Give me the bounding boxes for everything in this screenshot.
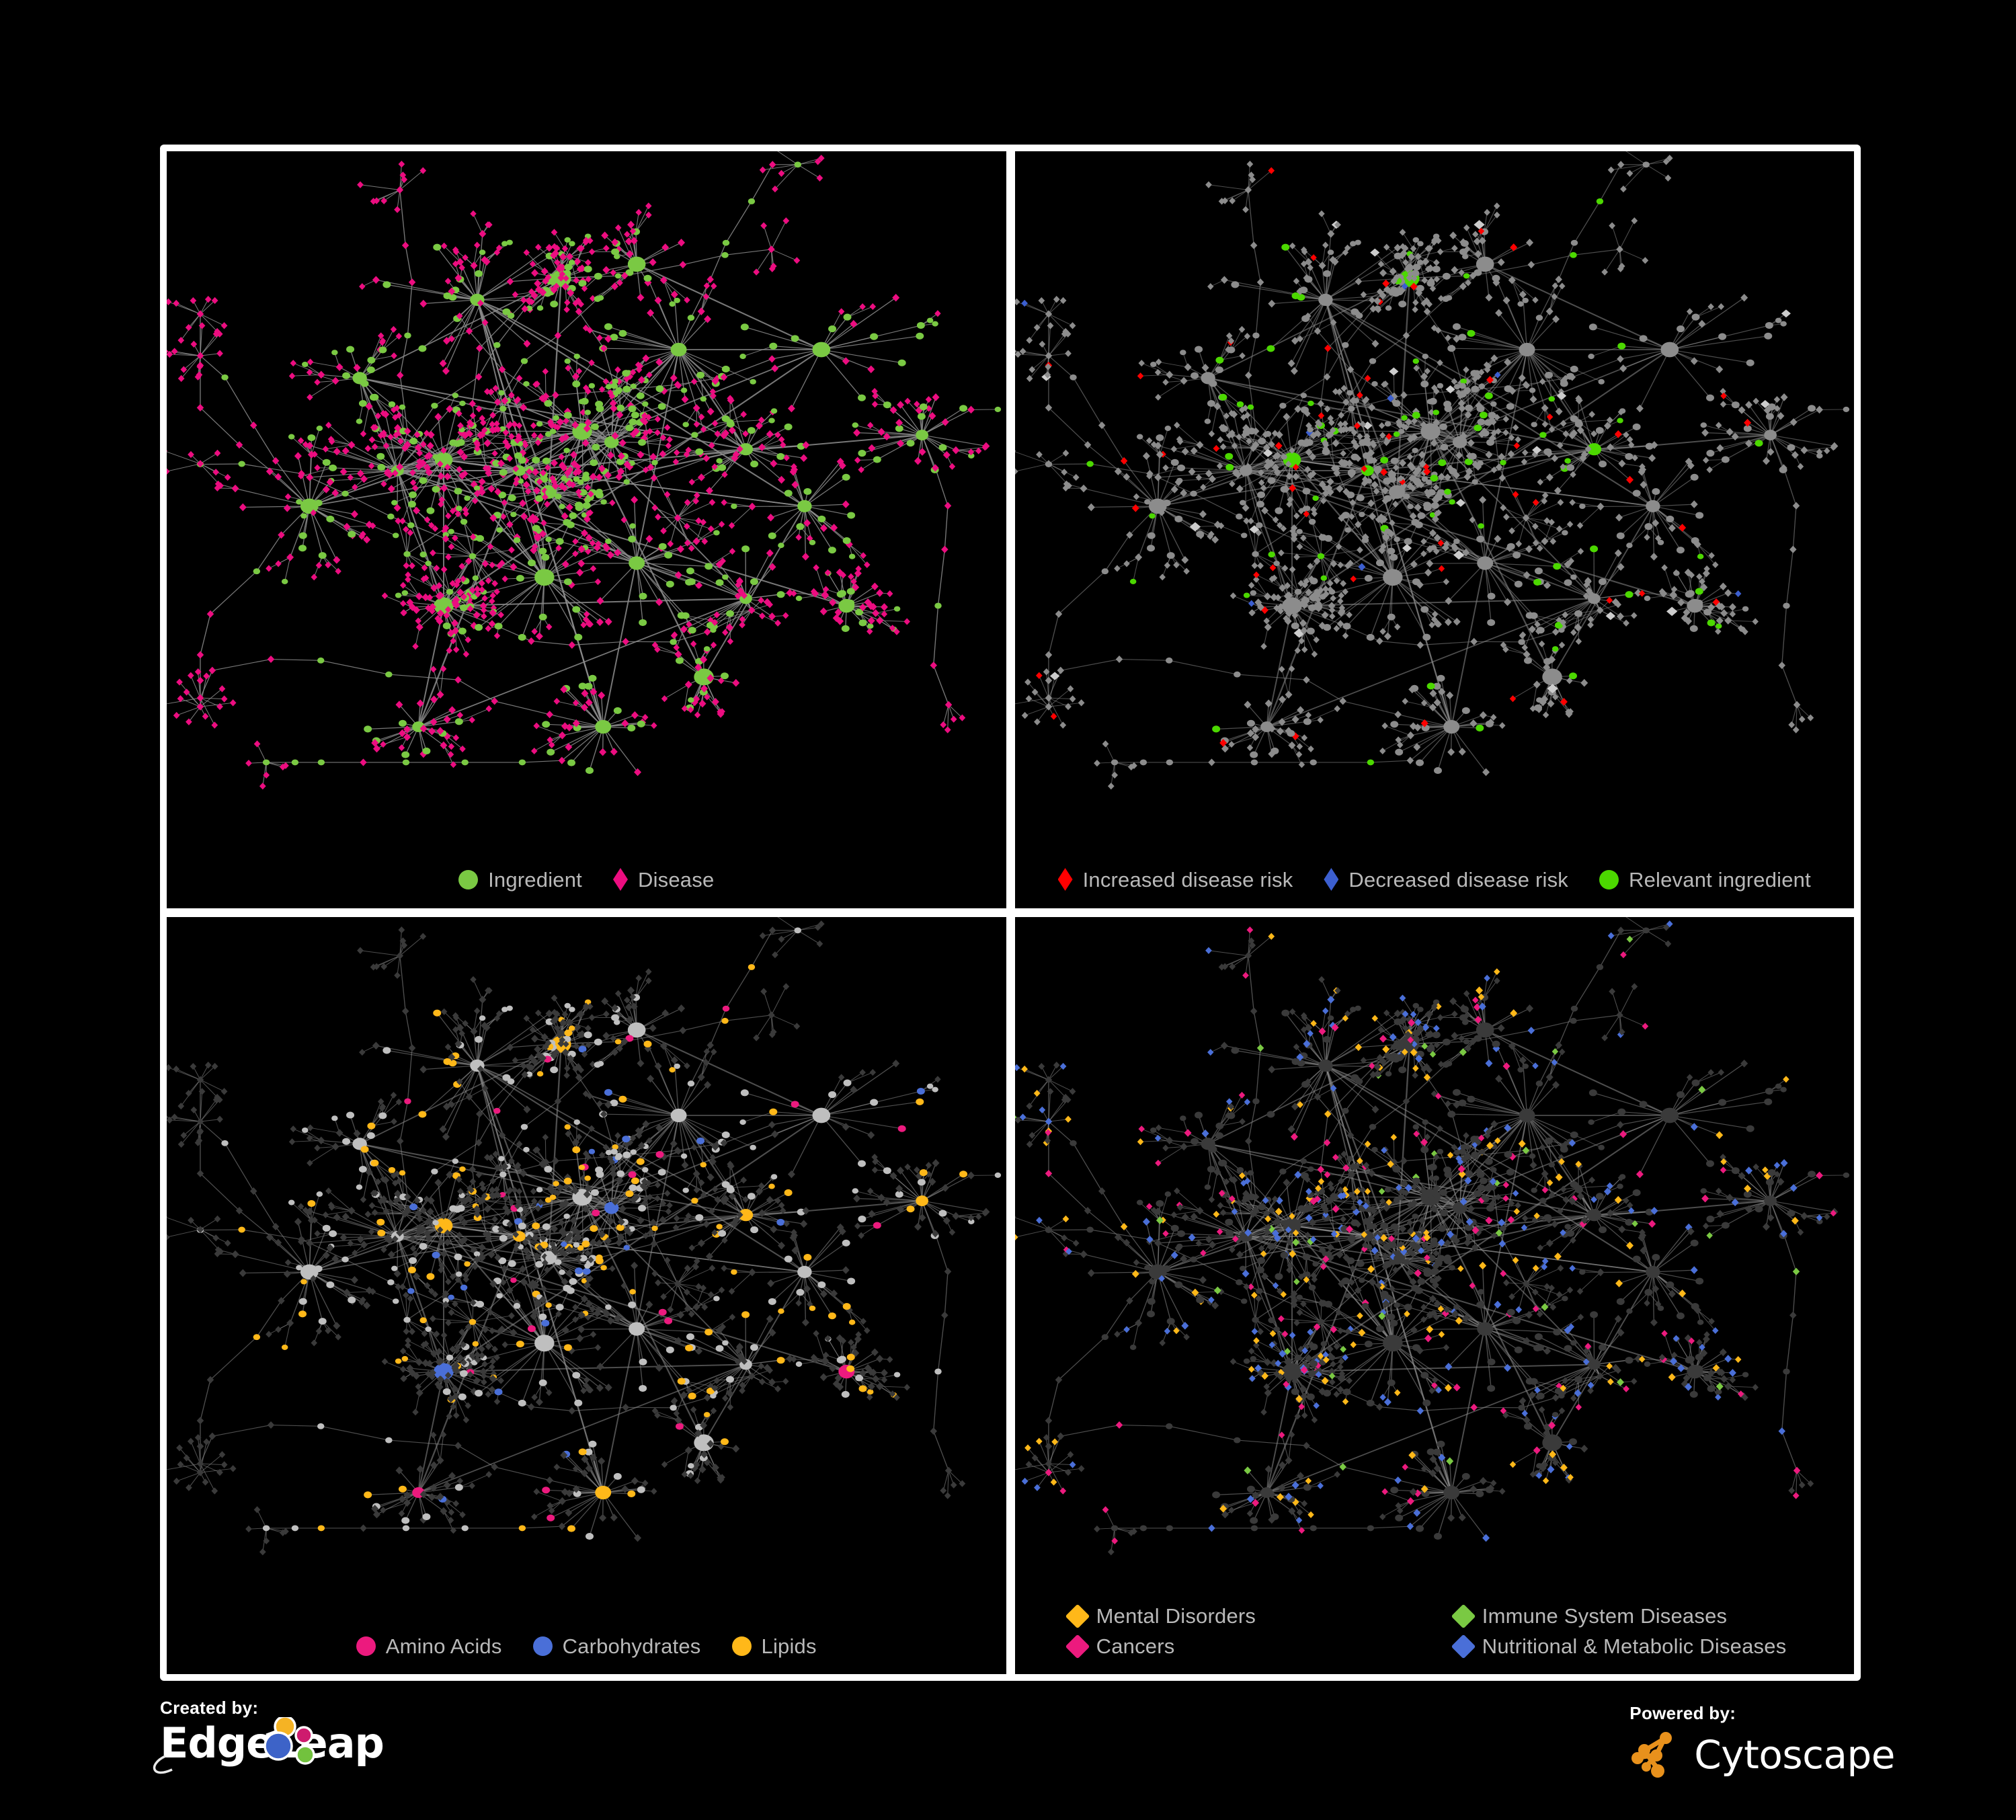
powered-by-block: Powered by: bbox=[1629, 1703, 1895, 1782]
legend-ingredient-disease: Ingredient Disease bbox=[167, 868, 1006, 891]
legend-label: Ingredient bbox=[488, 867, 582, 892]
network-graph-disease-risk[interactable] bbox=[1014, 151, 1855, 908]
magenta-diamond-icon bbox=[612, 868, 628, 891]
legend-label: Decreased disease risk bbox=[1348, 867, 1568, 892]
legend-item-disease[interactable]: Disease bbox=[612, 867, 715, 892]
legend-item-increased-risk[interactable]: Increased disease risk bbox=[1057, 867, 1293, 892]
edgeleap-logo[interactable]: EdgeLeap bbox=[153, 1717, 385, 1774]
legend-label: Mental Disorders bbox=[1096, 1604, 1256, 1628]
legend-item-amino-acids[interactable]: Amino Acids bbox=[356, 1636, 502, 1657]
legend-label: Relevant ingredient bbox=[1629, 867, 1811, 892]
panel-nutrient-class-network[interactable]: Amino Acids Carbohydrates Lipids bbox=[167, 917, 1006, 1674]
legend-item-immune-system-diseases[interactable]: Immune System Diseases bbox=[1451, 1604, 1800, 1628]
legend-item-ingredient[interactable]: Ingredient bbox=[458, 868, 582, 891]
pink-diamond-icon bbox=[1065, 1634, 1090, 1659]
legend-item-decreased-risk[interactable]: Decreased disease risk bbox=[1324, 868, 1568, 891]
legend-item-mental-disorders[interactable]: Mental Disorders bbox=[1065, 1604, 1414, 1628]
cytoscape-logo-mark bbox=[1631, 1732, 1672, 1778]
cytoscape-wordmark: Cytoscape bbox=[1694, 1732, 1895, 1778]
orange-circle-icon bbox=[731, 1636, 752, 1656]
legend-disease-category: Mental Disorders Immune System Diseases … bbox=[1015, 1604, 1855, 1659]
legend-item-lipids[interactable]: Lipids bbox=[731, 1634, 817, 1658]
legend-label: Immune System Diseases bbox=[1482, 1604, 1728, 1628]
powered-by-kicker: Powered by: bbox=[1629, 1703, 1736, 1723]
orange-diamond-icon bbox=[1065, 1604, 1090, 1628]
network-graph-nutrient-class[interactable] bbox=[167, 917, 1006, 1674]
legend-disease-risk: Increased disease risk Decreased disease… bbox=[1015, 868, 1855, 891]
legend-label: Lipids bbox=[761, 1634, 817, 1658]
legend-label: Increased disease risk bbox=[1082, 867, 1293, 892]
cytoscape-logo[interactable]: Cytoscape bbox=[1629, 1728, 1895, 1782]
blue-circle-icon bbox=[532, 1636, 553, 1656]
pink-circle-icon bbox=[356, 1636, 376, 1656]
created-by-kicker: Created by: bbox=[160, 1698, 259, 1718]
network-svg bbox=[1014, 917, 1849, 1556]
legend-item-relevant-ingredient[interactable]: Relevant ingredient bbox=[1599, 868, 1811, 891]
network-graph-disease-category[interactable] bbox=[1014, 917, 1855, 1674]
legend-label: Disease bbox=[637, 867, 715, 892]
legend-label: Cancers bbox=[1096, 1634, 1175, 1658]
green-circle-icon bbox=[1599, 869, 1619, 889]
blue-diamond-icon bbox=[1324, 868, 1339, 891]
edgeleap-logo-mark bbox=[153, 1717, 315, 1774]
network-svg bbox=[167, 917, 1002, 1556]
legend-item-carbohydrates[interactable]: Carbohydrates bbox=[532, 1634, 701, 1658]
legend-label: Nutritional & Metabolic Diseases bbox=[1482, 1634, 1787, 1658]
blue-diamond-icon bbox=[1451, 1634, 1476, 1659]
legend-label: Amino Acids bbox=[385, 1634, 502, 1658]
footer: Created by: EdgeLeap Powered by: bbox=[0, 1691, 2016, 1819]
created-by-block: Created by: EdgeLeap bbox=[153, 1698, 385, 1774]
legend-label: Carbohydrates bbox=[562, 1634, 701, 1658]
red-diamond-icon bbox=[1057, 868, 1073, 891]
network-svg bbox=[167, 151, 1002, 790]
panel-grid: Ingredient Disease Increased disease ris… bbox=[160, 145, 1861, 1681]
legend-item-cancers[interactable]: Cancers bbox=[1065, 1634, 1414, 1659]
panel-disease-category-network[interactable]: Mental Disorders Immune System Diseases … bbox=[1014, 917, 1855, 1674]
legend-item-nutritional-metabolic-diseases[interactable]: Nutritional & Metabolic Diseases bbox=[1451, 1634, 1800, 1659]
green-diamond-icon bbox=[1451, 1604, 1476, 1628]
network-svg bbox=[1014, 151, 1849, 790]
green-circle-icon bbox=[458, 869, 479, 889]
panel-ingredient-disease-network[interactable]: Ingredient Disease bbox=[167, 151, 1006, 908]
network-graph-ingredient-disease[interactable] bbox=[167, 151, 1006, 908]
legend-nutrient-class: Amino Acids Carbohydrates Lipids bbox=[167, 1636, 1006, 1657]
panel-disease-risk-network[interactable]: Increased disease risk Decreased disease… bbox=[1014, 151, 1855, 908]
